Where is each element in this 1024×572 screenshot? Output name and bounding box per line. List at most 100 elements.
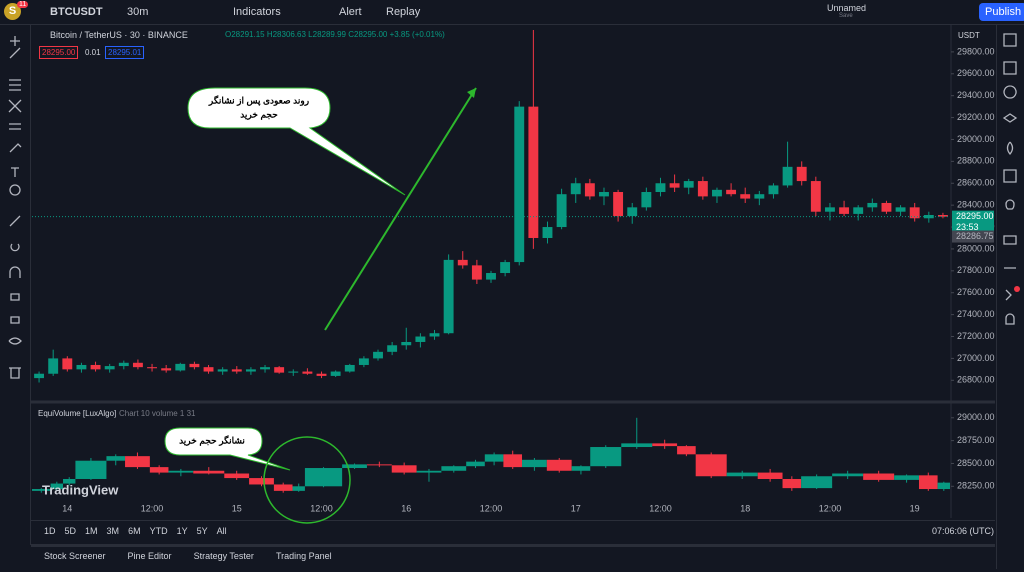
- range-button[interactable]: 5Y: [196, 526, 208, 536]
- indicator-params: Chart 10 volume 1 31: [119, 409, 196, 418]
- candle-body: [825, 207, 835, 212]
- volume-box: [695, 454, 727, 477]
- candle-body: [584, 183, 595, 197]
- y-tick-label: 29200.00: [957, 112, 995, 122]
- candle-body: [768, 185, 779, 195]
- arrow-head: [467, 88, 476, 98]
- candle-body: [231, 369, 242, 372]
- y-tick-label: 27400.00: [957, 309, 995, 319]
- volume-box: [32, 489, 51, 491]
- footer: [31, 544, 995, 572]
- candle-body: [217, 369, 228, 372]
- range-button[interactable]: 1D: [44, 526, 56, 536]
- callout-text: حجم خرید: [240, 109, 278, 120]
- candle-body: [810, 181, 821, 212]
- candle-body: [189, 363, 200, 368]
- candle-body: [132, 362, 143, 368]
- candle-body: [542, 227, 553, 238]
- candle-body: [387, 345, 398, 352]
- candle-body: [330, 371, 341, 376]
- indicators-button[interactable]: Indicators: [233, 6, 281, 18]
- x-tick-label: 16: [401, 503, 411, 513]
- candle-body: [740, 194, 751, 199]
- candle-body: [471, 265, 482, 280]
- candle-body: [500, 262, 511, 274]
- currency[interactable]: USDT: [958, 31, 980, 40]
- y-tick-label: 27200.00: [957, 331, 995, 341]
- candle-body: [909, 207, 920, 219]
- range-button[interactable]: 1M: [85, 526, 98, 536]
- candle-body: [655, 183, 666, 193]
- right-icons: [1002, 33, 1020, 325]
- symbol[interactable]: BTCUSDT: [50, 6, 103, 18]
- candle-body: [895, 207, 906, 212]
- footer-tab[interactable]: Stock Screener: [44, 551, 106, 561]
- candle-body: [175, 363, 186, 371]
- candle-body: [245, 369, 256, 372]
- candle-body: [867, 202, 878, 208]
- y-tick-label: 28500.00: [957, 458, 995, 468]
- replay-button[interactable]: Replay: [386, 6, 421, 18]
- candle-body: [429, 333, 440, 337]
- footer-tab[interactable]: Trading Panel: [275, 551, 332, 561]
- y-tick-label: 27800.00: [957, 265, 995, 275]
- save-button[interactable]: Save: [839, 13, 853, 19]
- sell-price[interactable]: 28295.00: [39, 46, 79, 59]
- candle-body: [514, 106, 525, 263]
- range-button[interactable]: 6M: [128, 526, 141, 536]
- countdown: 23:53: [956, 222, 979, 232]
- volume-box: [342, 464, 367, 469]
- x-tick-label: 12:00: [480, 503, 503, 513]
- range-bar: [31, 520, 995, 543]
- range-button[interactable]: 1Y: [176, 526, 188, 536]
- candle-body: [881, 202, 892, 212]
- candle-body: [203, 367, 214, 372]
- chart: 26800.00 27000.00 27200.00 27400.00 27600.00…: [8, 25, 1020, 524]
- candle-body: [316, 373, 327, 376]
- range-button[interactable]: 3M: [106, 526, 120, 536]
- volume-box: [249, 478, 274, 485]
- volume-box: [937, 482, 950, 490]
- y-tick-label: 28600.00: [957, 178, 995, 188]
- volume-box: [106, 456, 126, 461]
- candle-body: [104, 366, 115, 370]
- candle-body: [937, 215, 948, 217]
- candle-body: [34, 373, 45, 379]
- x-tick-label: 12:00: [310, 503, 333, 513]
- volume-box: [63, 478, 76, 484]
- alert-button[interactable]: Alert: [339, 6, 362, 18]
- candle-body: [260, 367, 270, 370]
- layout-name[interactable]: Unnamed: [827, 3, 867, 13]
- buy-price[interactable]: 28295.01: [105, 46, 145, 59]
- volume-box: [466, 461, 485, 467]
- avatar[interactable]: S: [4, 3, 21, 20]
- x-tick-label: 12:00: [819, 503, 842, 513]
- spread: 0.01: [85, 48, 101, 57]
- x-tick-label: 19: [910, 503, 920, 513]
- candle-body: [712, 189, 722, 197]
- x-tick-label: 18: [740, 503, 750, 513]
- volume-box: [918, 475, 938, 490]
- publish-button[interactable]: Publish: [979, 3, 1024, 21]
- range-button[interactable]: 5D: [64, 526, 77, 536]
- volume-box: [391, 465, 417, 473]
- volume-box: [292, 486, 305, 491]
- candle-body: [344, 364, 355, 372]
- candle-body: [754, 194, 765, 199]
- footer-tab[interactable]: Strategy Tester: [193, 551, 254, 561]
- volume-box: [441, 466, 467, 471]
- candle-body: [669, 183, 680, 188]
- candle-body: [147, 367, 157, 369]
- candle-body: [726, 189, 737, 195]
- y-tick-label: 29600.00: [957, 68, 995, 78]
- prev-close-box: [952, 230, 994, 243]
- interval[interactable]: 30m: [127, 6, 149, 18]
- range-button[interactable]: All: [216, 526, 227, 536]
- volume-box: [273, 484, 293, 491]
- volume-box: [484, 454, 504, 462]
- volume-box: [50, 483, 64, 490]
- footer-tab[interactable]: Pine Editor: [127, 551, 172, 561]
- range-button[interactable]: YTD: [149, 526, 168, 536]
- badge: 11: [17, 1, 29, 8]
